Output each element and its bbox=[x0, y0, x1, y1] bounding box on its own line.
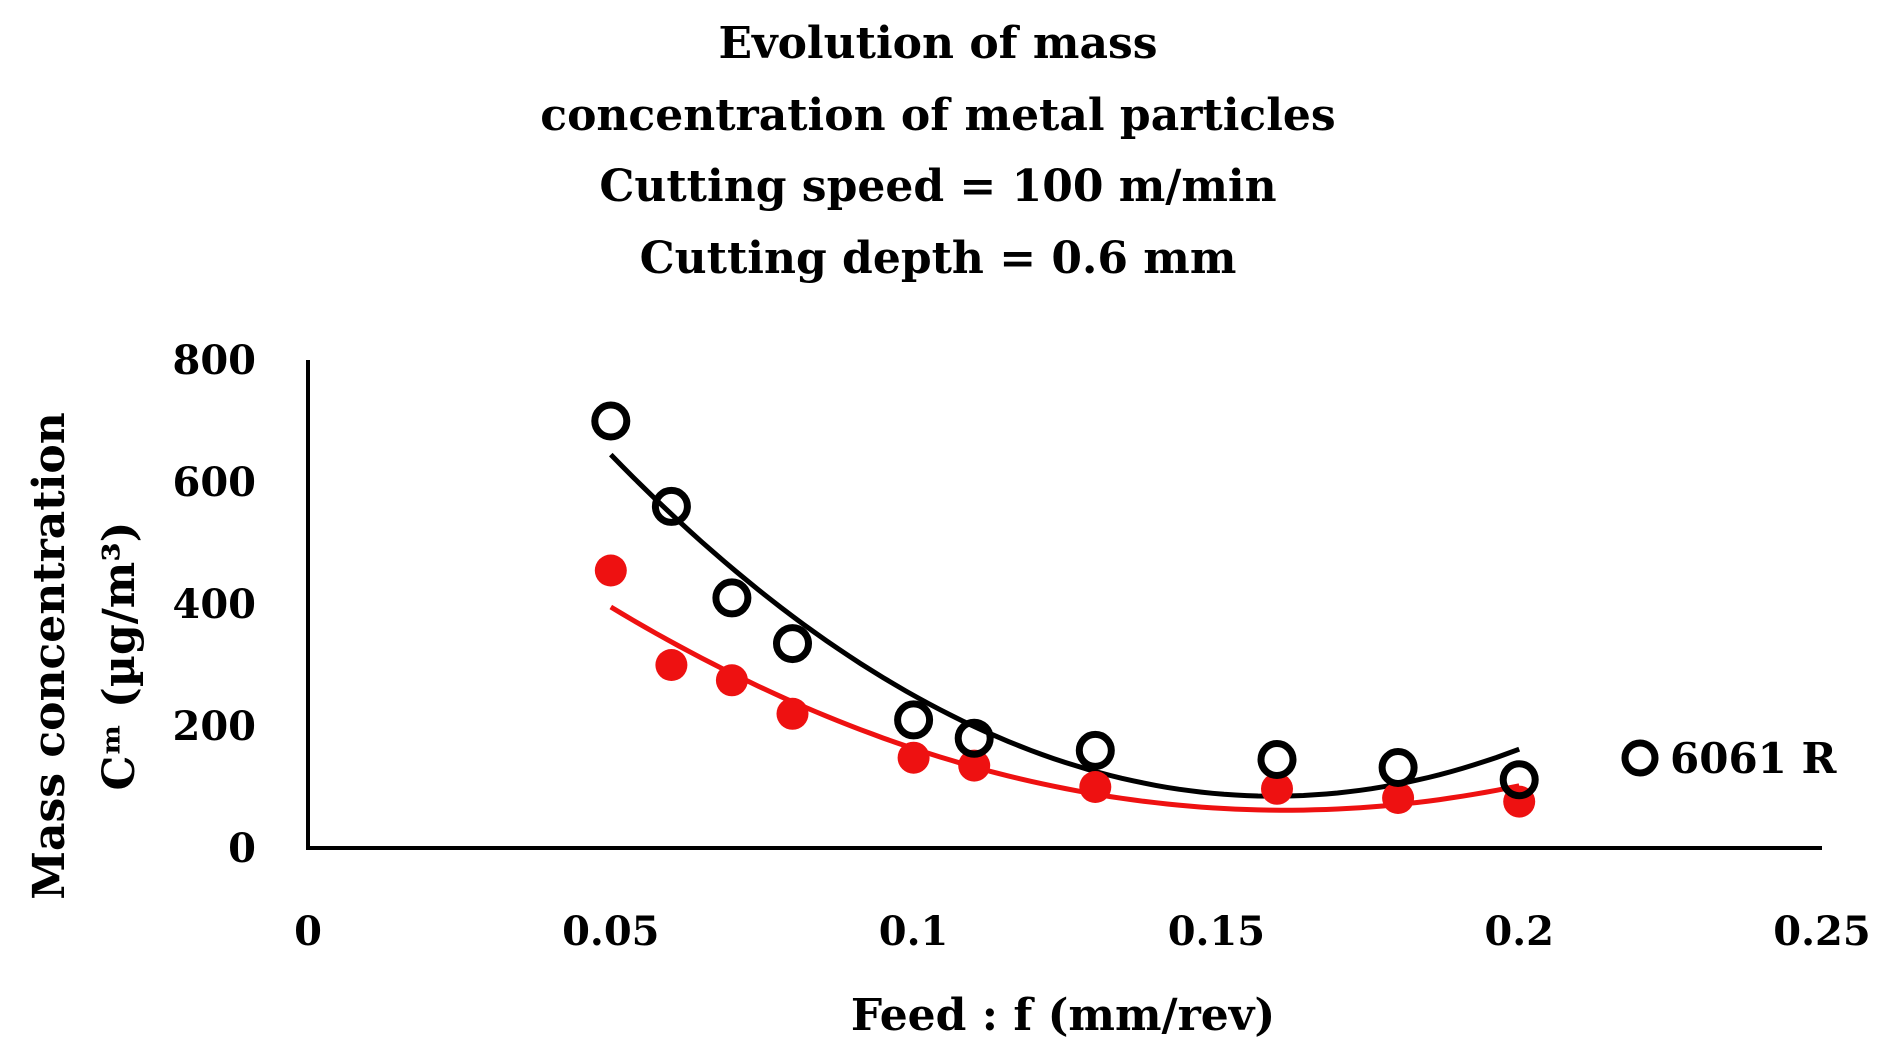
point-series-0-4 bbox=[894, 700, 934, 740]
data-markers bbox=[591, 401, 1539, 818]
point-series-0-5 bbox=[954, 718, 994, 758]
point-series-1-8 bbox=[1382, 782, 1415, 814]
y-axis-title: Mass concentration bbox=[24, 412, 75, 899]
point-series-1-1 bbox=[655, 649, 688, 681]
point-series-0-1 bbox=[651, 486, 691, 526]
trendline-series-0 bbox=[609, 452, 1521, 799]
x-tick-label-5: 0.25 bbox=[1773, 908, 1870, 955]
point-series-1-7 bbox=[1261, 772, 1293, 805]
trendlines bbox=[609, 452, 1521, 813]
point-series-0-3 bbox=[773, 624, 812, 664]
y-axis-title-2: Cᵐ (µg/m³) bbox=[94, 522, 145, 791]
legend-marker-6061-r bbox=[1621, 739, 1659, 777]
x-tick-label-3: 0.15 bbox=[1168, 908, 1265, 955]
title-line-3: Cutting speed = 100 m/min bbox=[599, 161, 1276, 212]
point-series-1-6 bbox=[1079, 771, 1112, 803]
x-axis-title: Feed : f (mm/rev) bbox=[851, 990, 1275, 1041]
legend: 6061 R bbox=[1621, 734, 1838, 783]
point-series-0-9 bbox=[1499, 760, 1539, 800]
y-tick-label-0: 0 bbox=[228, 825, 256, 872]
x-tick-label-1: 0.05 bbox=[562, 908, 659, 955]
x-tick-label-4: 0.2 bbox=[1484, 908, 1554, 955]
point-series-0-8 bbox=[1378, 748, 1418, 787]
chart-title: Evolution of mass concentration of metal… bbox=[540, 18, 1335, 284]
y-tick-label-4: 800 bbox=[173, 337, 257, 384]
x-tick-label-2: 0.1 bbox=[879, 908, 949, 955]
y-axis-title-line-1: Mass concentration bbox=[24, 412, 75, 899]
trendline-series-1 bbox=[609, 604, 1520, 813]
point-series-1-5 bbox=[958, 749, 991, 782]
title-line-1: Evolution of mass bbox=[718, 18, 1157, 69]
y-tick-label-3: 600 bbox=[173, 459, 257, 506]
x-tick-labels: 0 0.05 0.1 0.15 0.2 0.25 bbox=[294, 908, 1871, 955]
point-series-1-0 bbox=[594, 554, 627, 587]
point-series-0-7 bbox=[1257, 740, 1297, 779]
y-tick-labels: 0 200 400 600 800 bbox=[173, 337, 257, 872]
point-series-0-2 bbox=[712, 578, 752, 618]
point-series-0-0 bbox=[591, 401, 631, 441]
legend-label-6061-r: 6061 R bbox=[1670, 734, 1838, 783]
y-tick-label-1: 200 bbox=[173, 703, 257, 750]
title-line-4: Cutting depth = 0.6 mm bbox=[640, 233, 1237, 284]
point-series-1-4 bbox=[897, 741, 930, 774]
y-axis-title-line-2: Cᵐ (µg/m³) bbox=[94, 522, 145, 791]
title-line-2: concentration of metal particles bbox=[540, 90, 1335, 141]
point-series-0-6 bbox=[1075, 730, 1115, 770]
point-series-1-2 bbox=[715, 664, 748, 697]
point-series-1-3 bbox=[776, 697, 809, 730]
x-tick-label-0: 0 bbox=[294, 908, 322, 955]
y-tick-label-2: 400 bbox=[173, 581, 257, 628]
